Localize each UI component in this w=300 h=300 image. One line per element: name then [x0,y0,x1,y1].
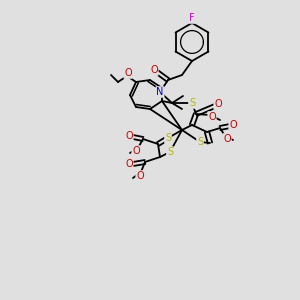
Text: O: O [223,134,231,144]
Text: O: O [125,159,133,169]
Text: S: S [165,133,171,143]
Text: O: O [150,65,158,75]
Text: O: O [229,120,237,130]
Text: O: O [208,112,216,122]
Text: S: S [197,137,203,147]
Text: O: O [132,146,140,156]
Text: O: O [125,131,133,141]
Text: O: O [124,68,132,78]
Text: F: F [189,13,195,23]
Text: S: S [189,98,195,108]
Text: O: O [214,99,222,109]
Text: O: O [136,171,144,181]
Text: S: S [167,147,173,157]
Text: N: N [156,87,164,97]
